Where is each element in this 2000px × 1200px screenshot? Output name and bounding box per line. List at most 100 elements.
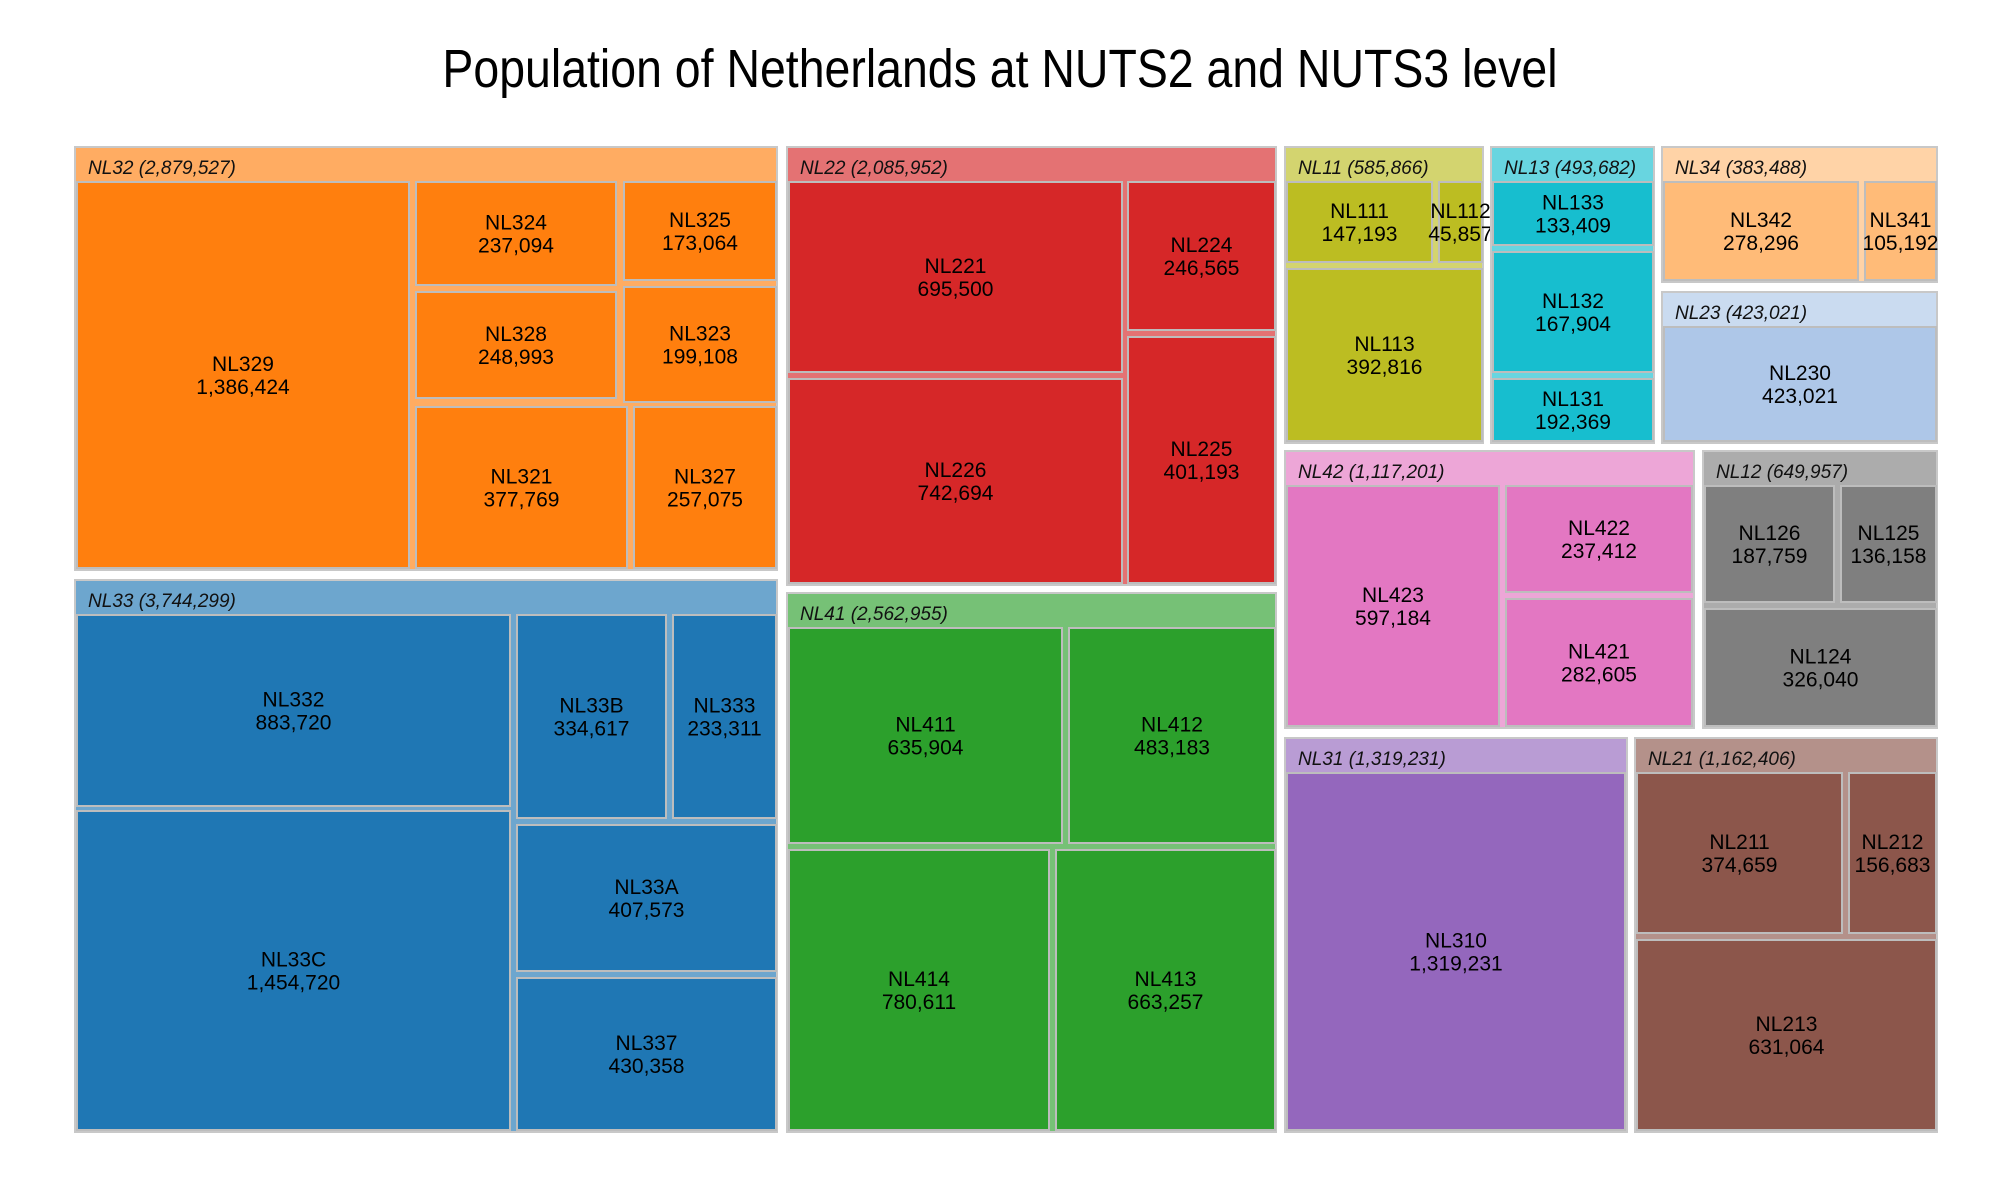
- leaf-code-nl325: NL325: [669, 209, 731, 232]
- leaf-value-nl33a: 407,573: [609, 899, 685, 922]
- leaf-code-nl126: NL126: [1739, 522, 1801, 545]
- leaf-nl131: [1492, 378, 1654, 442]
- leaf-nl230: [1663, 326, 1937, 442]
- leaf-nl221: [788, 181, 1123, 373]
- leaf-code-nl412: NL412: [1141, 714, 1203, 737]
- leaf-code-nl221: NL221: [925, 255, 987, 278]
- leaf-nl33b: [516, 614, 667, 819]
- leaf-nl211: [1636, 772, 1843, 934]
- leaf-nl33a: [516, 824, 777, 972]
- leaf-code-nl226: NL226: [925, 459, 987, 482]
- leaf-nl422: [1505, 485, 1693, 593]
- leaf-code-nl133: NL133: [1542, 192, 1604, 215]
- leaf-code-nl411: NL411: [895, 714, 955, 737]
- leaf-nl414: [788, 849, 1050, 1131]
- leaf-code-nl132: NL132: [1542, 290, 1604, 313]
- group-label-nl41: NL41 (2,562,955): [800, 604, 948, 625]
- leaf-value-nl413: 663,257: [1128, 991, 1204, 1014]
- leaf-code-nl111: NL111: [1330, 200, 1389, 223]
- leaf-nl411: [788, 627, 1063, 844]
- leaf-code-nl342: NL342: [1730, 209, 1792, 232]
- leaf-code-nl421: NL421: [1568, 641, 1630, 664]
- leaf-nl328: [415, 291, 617, 399]
- group-label-nl42: NL42 (1,117,201): [1298, 462, 1444, 483]
- leaf-value-nl221: 695,500: [918, 278, 994, 301]
- leaf-nl421: [1505, 598, 1693, 727]
- leaf-value-nl113: 392,816: [1347, 356, 1423, 379]
- leaf-value-nl33c: 1,454,720: [247, 972, 340, 995]
- leaf-value-nl324: 237,094: [478, 235, 554, 258]
- group-label-nl34: NL34 (383,488): [1675, 158, 1807, 179]
- leaf-code-nl33c: NL33C: [261, 949, 326, 972]
- leaf-value-nl125: 136,158: [1851, 545, 1927, 568]
- leaf-value-nl211: 374,659: [1702, 854, 1778, 877]
- leaf-value-nl327: 257,075: [667, 489, 743, 512]
- leaf-nl125: [1840, 485, 1937, 603]
- leaf-value-nl225: 401,193: [1164, 461, 1240, 484]
- leaf-value-nl133: 133,409: [1535, 215, 1611, 238]
- leaf-value-nl332: 883,720: [256, 712, 332, 735]
- leaf-value-nl126: 187,759: [1732, 545, 1808, 568]
- leaf-value-nl310: 1,319,231: [1409, 953, 1502, 976]
- leaf-value-nl337: 430,358: [609, 1055, 685, 1078]
- group-label-nl33: NL33 (3,744,299): [88, 591, 236, 612]
- group-label-nl21: NL21 (1,162,406): [1648, 749, 1796, 770]
- leaf-code-nl33a: NL33A: [614, 876, 678, 899]
- leaf-code-nl131: NL131: [1542, 388, 1604, 411]
- leaf-value-nl33b: 334,617: [554, 718, 630, 741]
- leaf-value-nl414: 780,611: [882, 991, 956, 1014]
- group-label-nl22: NL22 (2,085,952): [800, 158, 948, 179]
- leaf-code-nl422: NL422: [1568, 517, 1630, 540]
- leaf-value-nl421: 282,605: [1561, 664, 1637, 687]
- leaf-code-nl212: NL212: [1862, 831, 1924, 854]
- leaf-nl133: [1492, 181, 1654, 246]
- leaf-nl224: [1127, 181, 1276, 331]
- leaf-code-nl323: NL323: [669, 323, 731, 346]
- leaf-value-nl230: 423,021: [1762, 385, 1838, 408]
- leaf-code-nl414: NL414: [888, 968, 950, 991]
- leaf-value-nl226: 742,694: [918, 482, 994, 505]
- leaf-value-nl412: 483,183: [1134, 737, 1210, 760]
- leaf-code-nl328: NL328: [485, 323, 547, 346]
- leaf-nl337: [516, 977, 777, 1131]
- leaf-value-nl342: 278,296: [1723, 232, 1799, 255]
- leaf-value-nl321: 377,769: [484, 489, 560, 512]
- leaf-value-nl328: 248,993: [478, 346, 554, 369]
- leaf-code-nl329: NL329: [212, 353, 274, 376]
- leaf-value-nl411: 635,904: [888, 737, 964, 760]
- leaf-code-nl332: NL332: [263, 689, 325, 712]
- leaf-nl341: [1864, 181, 1937, 281]
- leaf-code-nl333: NL333: [694, 695, 756, 718]
- leaf-code-nl33b: NL33B: [559, 695, 623, 718]
- leaf-nl332: [76, 614, 511, 807]
- group-label-nl31: NL31 (1,319,231): [1298, 749, 1446, 770]
- leaf-code-nl211: NL211: [1709, 831, 1769, 854]
- leaf-value-nl333: 233,311: [687, 718, 761, 741]
- leaf-nl413: [1055, 849, 1276, 1131]
- leaf-nl412: [1068, 627, 1276, 844]
- leaf-nl327: [633, 406, 777, 569]
- leaf-nl325: [623, 181, 777, 281]
- leaf-nl226: [788, 378, 1123, 584]
- leaf-nl333: [672, 614, 777, 819]
- leaf-nl423: [1286, 485, 1500, 727]
- leaf-value-nl423: 597,184: [1355, 607, 1431, 630]
- leaf-code-nl213: NL213: [1756, 1013, 1818, 1036]
- leaf-value-nl422: 237,412: [1561, 540, 1637, 563]
- leaf-code-nl113: NL113: [1354, 333, 1414, 356]
- leaf-value-nl341: 105,192: [1863, 232, 1939, 255]
- leaf-nl113: [1286, 268, 1483, 442]
- leaf-value-nl224: 246,565: [1164, 257, 1240, 280]
- leaf-code-nl230: NL230: [1769, 362, 1831, 385]
- leaf-nl33c: [76, 810, 511, 1131]
- leaf-code-nl413: NL413: [1135, 968, 1197, 991]
- leaf-nl225: [1127, 336, 1276, 584]
- group-label-nl11: NL11 (585,866): [1298, 158, 1429, 179]
- leaf-nl323: [623, 286, 777, 403]
- leaf-value-nl132: 167,904: [1535, 313, 1611, 336]
- leaf-value-nl323: 199,108: [662, 346, 738, 369]
- leaf-nl124: [1704, 608, 1937, 727]
- leaf-code-nl225: NL225: [1171, 438, 1233, 461]
- leaf-code-nl310: NL310: [1425, 930, 1487, 953]
